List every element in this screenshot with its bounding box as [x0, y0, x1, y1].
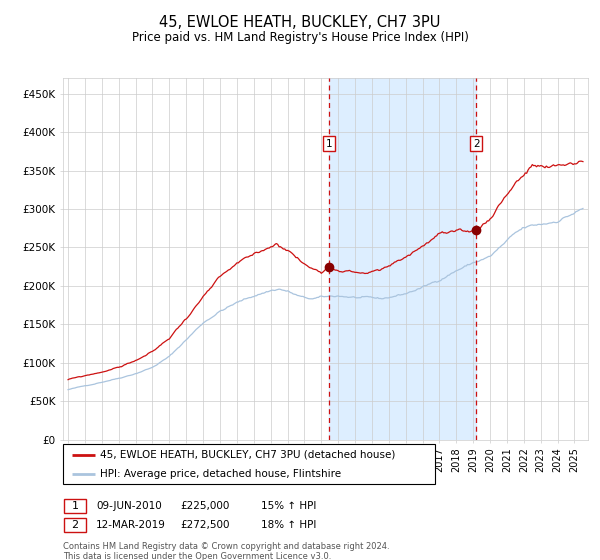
Text: 1: 1: [325, 139, 332, 149]
Bar: [329, 78, 476, 440]
Text: £225,000: £225,000: [180, 501, 229, 511]
Text: 09-JUN-2010: 09-JUN-2010: [96, 501, 162, 511]
FancyBboxPatch shape: [64, 517, 86, 532]
Text: Contains HM Land Registry data © Crown copyright and database right 2024.
This d: Contains HM Land Registry data © Crown c…: [63, 542, 389, 560]
Text: 1: 1: [71, 501, 79, 511]
Text: 45, EWLOE HEATH, BUCKLEY, CH7 3PU: 45, EWLOE HEATH, BUCKLEY, CH7 3PU: [160, 15, 440, 30]
FancyBboxPatch shape: [63, 444, 435, 484]
Text: 12-MAR-2019: 12-MAR-2019: [96, 520, 166, 530]
Text: 2: 2: [71, 520, 79, 530]
FancyBboxPatch shape: [64, 498, 86, 513]
Text: 15% ↑ HPI: 15% ↑ HPI: [261, 501, 316, 511]
Text: HPI: Average price, detached house, Flintshire: HPI: Average price, detached house, Flin…: [100, 469, 341, 478]
Text: 2: 2: [473, 139, 480, 149]
Text: Price paid vs. HM Land Registry's House Price Index (HPI): Price paid vs. HM Land Registry's House …: [131, 31, 469, 44]
Text: £272,500: £272,500: [180, 520, 229, 530]
Text: 18% ↑ HPI: 18% ↑ HPI: [261, 520, 316, 530]
Text: 45, EWLOE HEATH, BUCKLEY, CH7 3PU (detached house): 45, EWLOE HEATH, BUCKLEY, CH7 3PU (detac…: [100, 450, 395, 460]
